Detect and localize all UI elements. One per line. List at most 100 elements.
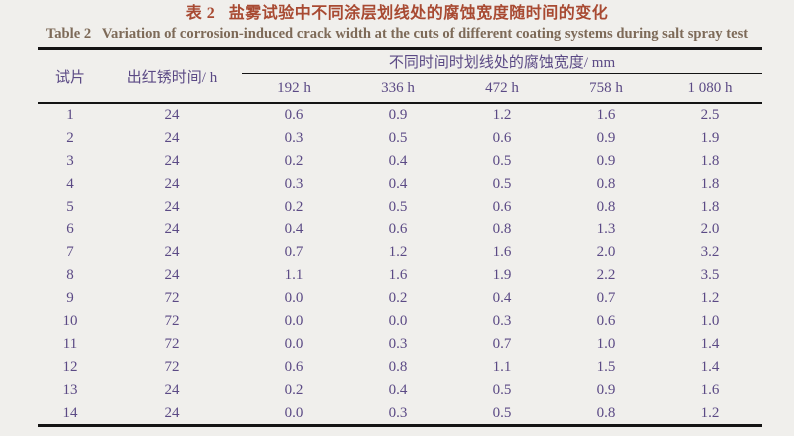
width-192h-cell: 0.0	[284, 404, 304, 421]
width-336h-cell: 0.5	[388, 129, 408, 146]
table-row: 12 72 0.6 0.8 1.1 1.5 1.4	[38, 356, 762, 379]
specimen-cell: 11	[62, 335, 78, 352]
width-336h-cell: 0.5	[388, 198, 408, 215]
width-472h-cell: 0.5	[492, 152, 512, 169]
specimen-cell: 5	[66, 198, 74, 215]
red-rust-time-cell: 24	[164, 175, 180, 192]
width-1080h-cell: 1.6	[700, 381, 720, 398]
table-caption-en: Table 2 Variation of corrosion-induced c…	[45, 26, 749, 42]
table-row: 7 24 0.7 1.2 1.6 2.0 3.2	[38, 241, 762, 264]
width-472h-cell: 0.4	[492, 290, 512, 307]
specimen-cell: 13	[62, 381, 78, 398]
header-time-336h: 336 h	[346, 73, 450, 104]
width-336h-cell: 0.8	[388, 358, 408, 375]
red-rust-time-cell: 24	[164, 198, 180, 215]
width-758h-cell: 0.8	[596, 175, 616, 192]
width-758h-cell: 1.5	[596, 358, 616, 375]
table-row: 4 24 0.3 0.4 0.5 0.8 1.8	[38, 173, 762, 196]
width-336h-cell: 0.3	[388, 404, 408, 421]
red-rust-time-cell: 24	[164, 152, 180, 169]
table-row: 2 24 0.3 0.5 0.6 0.9 1.9	[38, 127, 762, 150]
specimen-cell: 9	[66, 290, 74, 307]
table-row: 10 72 0.0 0.0 0.3 0.6 1.0	[38, 310, 762, 333]
width-336h-cell: 0.4	[388, 175, 408, 192]
red-rust-time-cell: 72	[164, 312, 180, 329]
width-472h-cell: 1.9	[492, 267, 512, 284]
width-472h-cell: 0.6	[492, 198, 512, 215]
table-row: 6 24 0.4 0.6 0.8 1.3 2.0	[38, 218, 762, 241]
header-time-758h: 758 h	[554, 73, 658, 104]
red-rust-time-cell: 72	[164, 290, 180, 307]
width-336h-cell: 1.2	[388, 244, 408, 261]
width-758h-cell: 0.9	[596, 129, 616, 146]
red-rust-time-cell: 24	[164, 106, 180, 123]
width-336h-cell: 0.4	[388, 152, 408, 169]
width-1080h-cell: 1.2	[700, 404, 720, 421]
width-1080h-cell: 2.5	[700, 106, 720, 123]
width-472h-cell: 0.7	[492, 335, 512, 352]
specimen-cell: 2	[66, 129, 74, 146]
width-472h-cell: 0.5	[492, 381, 512, 398]
specimen-cell: 14	[62, 404, 78, 421]
width-336h-cell: 0.0	[388, 312, 408, 329]
width-472h-cell: 0.8	[492, 221, 512, 238]
width-758h-cell: 1.0	[596, 335, 616, 352]
width-472h-cell: 1.1	[492, 358, 512, 375]
width-192h-cell: 0.6	[284, 358, 304, 375]
width-472h-cell: 0.5	[492, 404, 512, 421]
width-336h-cell: 0.4	[388, 381, 408, 398]
red-rust-time-cell: 72	[164, 335, 180, 352]
specimen-cell: 8	[66, 267, 74, 284]
width-336h-cell: 0.3	[388, 335, 408, 352]
width-472h-cell: 1.2	[492, 106, 512, 123]
table-row: 14 24 0.0 0.3 0.5 0.8 1.2	[38, 402, 762, 426]
specimen-cell: 4	[66, 175, 74, 192]
red-rust-time-cell: 24	[164, 381, 180, 398]
width-472h-cell: 1.6	[492, 244, 512, 261]
width-1080h-cell: 1.8	[700, 198, 720, 215]
width-192h-cell: 0.3	[284, 175, 304, 192]
table-row: 11 72 0.0 0.3 0.7 1.0 1.4	[38, 333, 762, 356]
width-1080h-cell: 1.9	[700, 129, 720, 146]
width-1080h-cell: 3.5	[700, 267, 720, 284]
header-specimen: 试片	[38, 48, 102, 104]
width-758h-cell: 0.8	[596, 198, 616, 215]
width-758h-cell: 0.9	[596, 152, 616, 169]
width-472h-cell: 0.3	[492, 312, 512, 329]
red-rust-time-cell: 24	[164, 404, 180, 421]
table-caption-zh: 表 2 盐雾试验中不同涂层划线处的腐蚀宽度随时间的变化	[185, 5, 609, 22]
table-row: 3 24 0.2 0.4 0.5 0.9 1.8	[38, 150, 762, 173]
width-192h-cell: 0.0	[284, 335, 304, 352]
width-192h-cell: 0.2	[284, 381, 304, 398]
width-1080h-cell: 1.8	[700, 152, 720, 169]
width-1080h-cell: 1.2	[700, 290, 720, 307]
header-time-472h: 472 h	[450, 73, 554, 104]
red-rust-time-cell: 24	[164, 129, 180, 146]
header-red-rust-time: 出红锈时间/ h	[102, 48, 242, 104]
width-192h-cell: 0.3	[284, 129, 304, 146]
header-corrosion-width-group: 不同时间时划线处的腐蚀宽度/ mm	[242, 48, 763, 74]
width-192h-cell: 0.4	[284, 221, 304, 238]
header-time-1080h: 1 080 h	[658, 73, 763, 104]
table-row: 5 24 0.2 0.5 0.6 0.8 1.8	[38, 196, 762, 219]
width-1080h-cell: 1.4	[700, 335, 720, 352]
table-row: 9 72 0.0 0.2 0.4 0.7 1.2	[38, 287, 762, 310]
width-336h-cell: 0.2	[388, 290, 408, 307]
specimen-cell: 10	[62, 312, 78, 329]
width-758h-cell: 0.7	[596, 290, 616, 307]
width-336h-cell: 1.6	[388, 267, 408, 284]
width-472h-cell: 0.6	[492, 129, 512, 146]
width-192h-cell: 0.2	[284, 198, 304, 215]
width-336h-cell: 0.9	[388, 106, 408, 123]
table-row: 1 24 0.6 0.9 1.2 1.6 2.5	[38, 103, 762, 127]
width-758h-cell: 2.0	[596, 244, 616, 261]
width-336h-cell: 0.6	[388, 221, 408, 238]
width-1080h-cell: 2.0	[700, 221, 720, 238]
red-rust-time-cell: 24	[164, 221, 180, 238]
width-192h-cell: 0.0	[284, 312, 304, 329]
red-rust-time-cell: 24	[164, 244, 180, 261]
width-758h-cell: 0.9	[596, 381, 616, 398]
specimen-cell: 3	[66, 152, 74, 169]
width-758h-cell: 1.6	[596, 106, 616, 123]
